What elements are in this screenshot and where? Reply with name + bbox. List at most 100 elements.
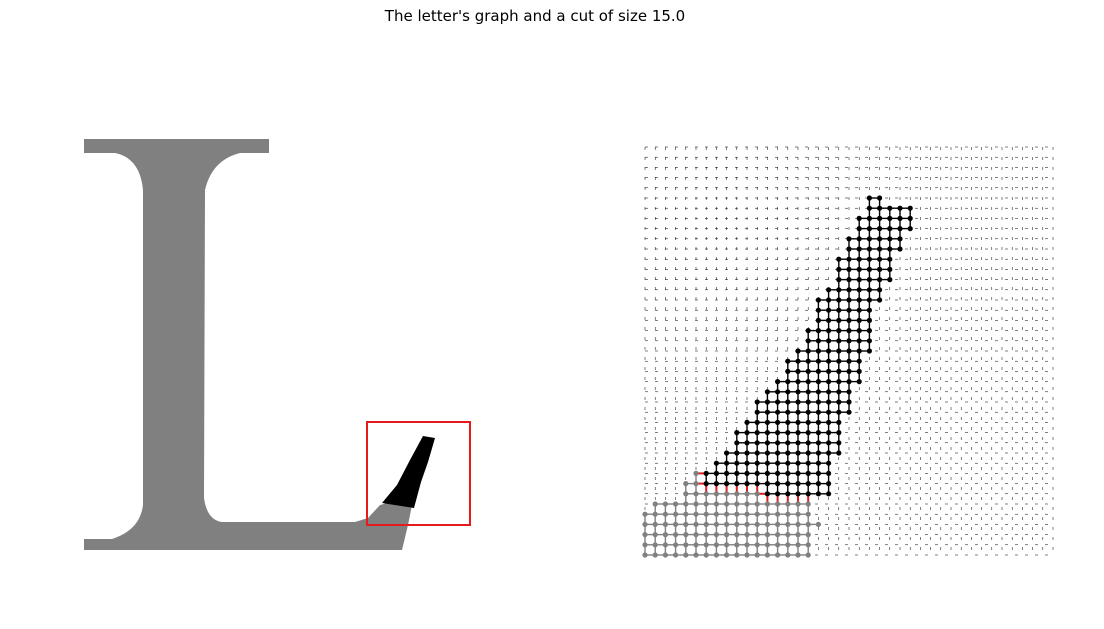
- node-side-b: [693, 491, 699, 497]
- node-side-a: [866, 195, 873, 201]
- node-side-b: [703, 501, 709, 507]
- node-side-b: [652, 542, 658, 548]
- node-side-a: [836, 266, 842, 272]
- node-side-a: [866, 246, 873, 252]
- node-side-a: [826, 440, 832, 446]
- node-side-b: [795, 542, 801, 548]
- node-side-b: [775, 532, 781, 538]
- node-side-b: [693, 511, 699, 517]
- node-side-a: [846, 236, 852, 242]
- node-side-b: [764, 542, 771, 548]
- node-side-b: [744, 511, 750, 517]
- node-side-b: [703, 511, 709, 517]
- node-side-a: [764, 460, 771, 466]
- node-side-a: [856, 368, 862, 374]
- node-side-b: [683, 532, 689, 538]
- node-side-a: [805, 389, 811, 395]
- node-side-a: [846, 379, 852, 385]
- node-side-b: [764, 511, 771, 517]
- node-side-a: [897, 226, 903, 232]
- node-side-a: [856, 379, 862, 385]
- node-side-a: [836, 440, 842, 446]
- node-side-a: [805, 348, 811, 354]
- node-side-a: [836, 297, 842, 303]
- node-side-a: [805, 460, 811, 466]
- node-side-a: [744, 450, 750, 456]
- node-side-b: [785, 542, 791, 548]
- node-side-a: [764, 430, 771, 436]
- node-side-a: [826, 338, 832, 344]
- node-side-a: [856, 277, 862, 283]
- node-side-b: [744, 532, 750, 538]
- node-side-b: [673, 511, 679, 517]
- node-side-b: [642, 532, 648, 538]
- node-side-a: [826, 399, 832, 405]
- node-side-b: [734, 552, 740, 558]
- node-side-b: [764, 501, 771, 507]
- node-side-a: [744, 440, 750, 446]
- node-side-a: [846, 287, 852, 293]
- node-side-a: [764, 419, 771, 425]
- node-side-a: [866, 328, 873, 334]
- node-side-a: [826, 419, 832, 425]
- node-side-a: [724, 450, 730, 456]
- node-side-b: [764, 521, 771, 528]
- node-side-a: [887, 236, 893, 242]
- node-side-a: [866, 317, 873, 323]
- node-side-a: [836, 317, 842, 323]
- node-side-a: [764, 399, 771, 405]
- cut-region: [382, 436, 435, 508]
- node-side-a: [866, 205, 873, 211]
- node-side-a: [775, 409, 781, 415]
- node-side-a: [826, 348, 832, 354]
- node-side-b: [734, 501, 740, 507]
- node-side-a: [826, 358, 832, 364]
- node-side-a: [744, 419, 750, 425]
- node-side-a: [785, 389, 791, 395]
- node-side-a: [775, 481, 781, 487]
- node-side-a: [805, 430, 811, 436]
- node-side-b: [703, 521, 709, 528]
- node-side-b: [785, 532, 791, 538]
- node-side-b: [703, 491, 709, 497]
- node-side-a: [866, 266, 873, 272]
- node-side-a: [703, 481, 709, 487]
- node-side-b: [693, 501, 699, 507]
- figure-title: The letter's graph and a cut of size 15.…: [384, 7, 686, 25]
- node-side-a: [846, 389, 852, 395]
- node-side-a: [836, 419, 842, 425]
- node-side-a: [826, 297, 832, 303]
- node-side-b: [683, 521, 689, 528]
- node-side-a: [795, 358, 801, 364]
- node-side-a: [877, 195, 883, 201]
- node-side-a: [836, 389, 842, 395]
- node-side-a: [785, 358, 791, 364]
- node-side-a: [795, 460, 801, 466]
- node-side-a: [744, 470, 750, 476]
- node-side-a: [734, 460, 740, 466]
- node-side-a: [856, 256, 862, 262]
- node-side-b: [795, 511, 801, 517]
- node-side-b: [775, 552, 781, 558]
- node-side-a: [836, 328, 842, 334]
- node-side-a: [826, 379, 832, 385]
- node-side-a: [775, 379, 781, 385]
- node-side-b: [734, 542, 740, 548]
- node-side-a: [897, 215, 903, 221]
- node-side-a: [775, 470, 781, 476]
- node-side-b: [652, 501, 658, 507]
- node-side-a: [815, 389, 822, 395]
- node-side-a: [856, 236, 862, 242]
- graph-nodes: [642, 195, 913, 558]
- node-side-a: [907, 215, 913, 221]
- node-side-b: [683, 552, 689, 558]
- node-side-b: [744, 491, 750, 497]
- node-side-a: [785, 368, 791, 374]
- node-side-a: [775, 389, 781, 395]
- node-side-a: [785, 470, 791, 476]
- node-side-a: [815, 460, 822, 466]
- node-side-a: [846, 246, 852, 252]
- node-side-a: [877, 246, 883, 252]
- node-side-b: [805, 511, 811, 517]
- node-side-b: [693, 542, 699, 548]
